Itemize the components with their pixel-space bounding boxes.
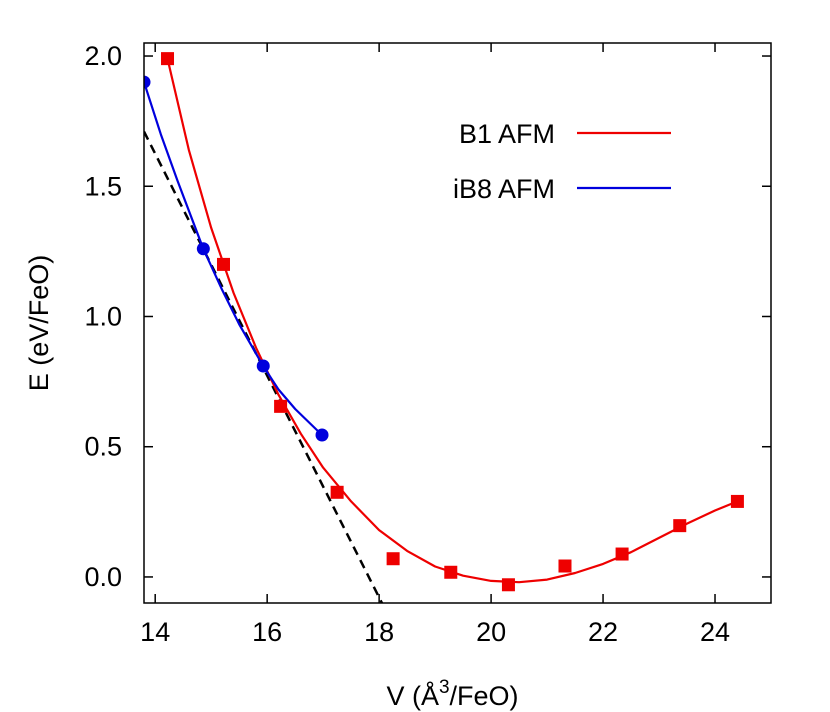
data-point-ib8-afm (144, 75, 151, 89)
data-point-b1-afm (615, 547, 629, 561)
y-tick-label: 0.0 (84, 562, 122, 592)
legend-label-ib8-afm: iB8 AFM (453, 174, 555, 204)
x-tick-label: 18 (364, 617, 394, 647)
x-tick-label: 24 (700, 617, 730, 647)
y-tick-label: 0.5 (84, 432, 122, 462)
x-tick-label: 22 (588, 617, 618, 647)
plot-frame (143, 42, 772, 604)
series-line-b1-afm (166, 58, 738, 584)
data-point-ib8-afm (196, 242, 210, 256)
data-point-b1-afm (501, 578, 515, 592)
y-tick-label: 2.0 (84, 41, 122, 71)
x-axis-label-suffix: /FeO) (450, 681, 519, 711)
data-point-b1-afm (161, 52, 175, 66)
y-tick-label: 1.5 (84, 171, 122, 201)
data-point-b1-afm (330, 485, 344, 499)
data-point-b1-afm (216, 257, 230, 271)
data-point-b1-afm (673, 519, 687, 533)
plot-markers (144, 52, 744, 592)
data-point-b1-afm (444, 565, 458, 579)
axis-ticks: 14 16 18 20 22 24 0.0 0.5 1.0 1.5 2.0 (84, 41, 771, 647)
x-tick-label: 16 (252, 617, 282, 647)
x-tick-label: 20 (476, 617, 506, 647)
y-tick-label: 1.0 (84, 301, 122, 331)
y-axis-label: E (eV/FeO) (24, 255, 54, 392)
plot-lines (144, 58, 738, 603)
x-tick-label: 14 (140, 617, 170, 647)
data-point-b1-afm (274, 399, 288, 413)
data-point-ib8-afm (256, 359, 270, 373)
data-point-ib8-afm (315, 428, 329, 442)
x-axis-label: V (Å3/FeO) (386, 677, 518, 711)
tangent-line (144, 130, 384, 603)
x-axis-label-superscript: 3 (439, 677, 450, 698)
data-point-b1-afm (730, 494, 744, 508)
data-point-b1-afm (558, 559, 572, 573)
data-point-b1-afm (386, 552, 400, 566)
legend-label-b1-afm: B1 AFM (459, 119, 555, 149)
series-line-ib8-afm (144, 81, 323, 436)
legend: B1 AFM iB8 AFM (453, 119, 671, 204)
x-axis-label-prefix: V (Å (386, 680, 439, 711)
